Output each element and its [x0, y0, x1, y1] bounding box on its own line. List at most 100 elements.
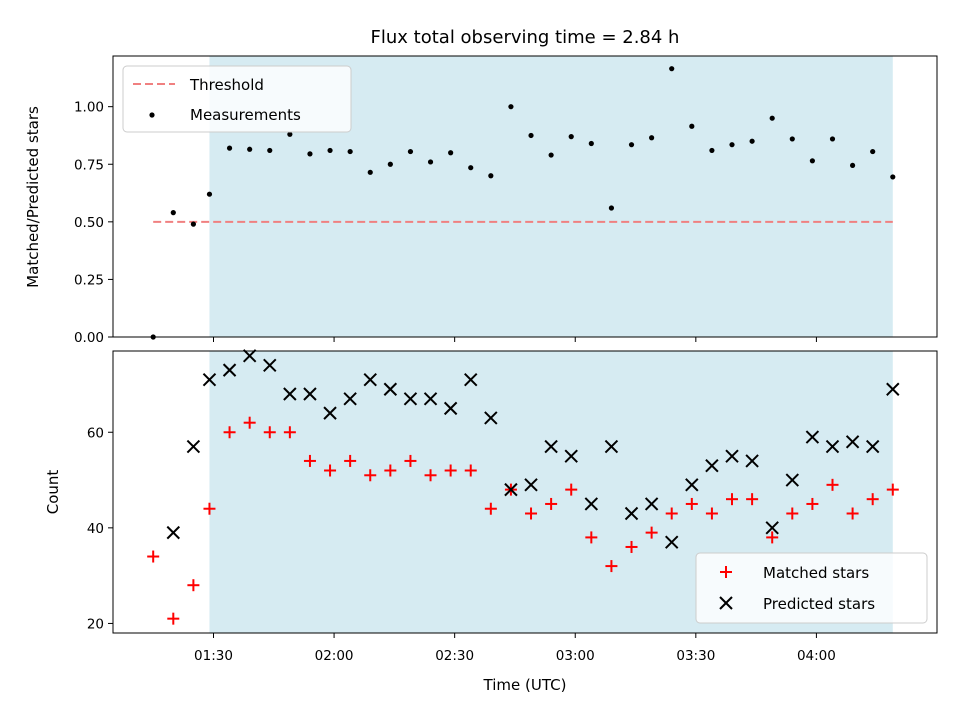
- measurement-point: [307, 151, 313, 157]
- measurement-point: [327, 147, 333, 154]
- matched-star-point: [424, 469, 437, 482]
- matched-star-point: [283, 426, 296, 439]
- matched-star-point: [404, 454, 417, 467]
- bottom-y-tick-label: 60: [87, 425, 104, 441]
- matched-star-point: [223, 426, 236, 439]
- top-y-tick-label: 0.25: [74, 272, 104, 288]
- measurement-point: [849, 162, 856, 169]
- measurement-point: [568, 134, 574, 140]
- legend-predicted-label: Predicted stars: [763, 595, 875, 613]
- measurement-point: [649, 135, 655, 141]
- measurement-point: [407, 148, 414, 155]
- top-legend-box: [122, 65, 352, 133]
- predicted-star-point: [845, 435, 860, 449]
- predicted-star-point: [202, 372, 217, 387]
- predicted-star-point: [805, 430, 820, 444]
- measurement-point: [347, 148, 353, 155]
- measurement-point: [890, 174, 896, 180]
- measurement-point: [709, 147, 715, 154]
- x-axis-label: Time (UTC): [483, 676, 567, 694]
- predicted-star-point: [403, 392, 418, 406]
- predicted-star-point: [423, 392, 438, 406]
- bottom-x-tick-label: 02:30: [435, 648, 474, 664]
- predicted-star-point: [886, 382, 900, 396]
- measurement-point: [729, 142, 735, 148]
- bottom-y-tick-label: 20: [87, 616, 104, 632]
- top-y-tick-label: 0.75: [74, 157, 104, 173]
- measurement-point: [226, 145, 233, 151]
- predicted-star-point: [242, 349, 257, 363]
- measurement-point: [588, 140, 594, 147]
- measurement-point: [508, 104, 514, 110]
- legend-matched-swatch: [720, 566, 732, 578]
- matched-star-point: [705, 507, 718, 520]
- matched-star-point: [846, 507, 859, 520]
- measurement-point: [749, 138, 755, 144]
- measurement-point: [206, 191, 213, 197]
- matched-star-point: [243, 416, 256, 429]
- measurement-point: [170, 210, 176, 216]
- matched-star-point: [625, 540, 638, 553]
- matched-star-point: [826, 478, 839, 491]
- measurement-point: [267, 147, 273, 154]
- matched-star-point: [167, 612, 180, 625]
- measurement-point: [287, 131, 293, 137]
- predicted-star-point: [484, 411, 498, 425]
- predicted-star-point: [624, 506, 639, 521]
- predicted-star-point: [363, 372, 377, 387]
- matched-star-point: [685, 497, 698, 510]
- matched-star-point: [645, 526, 658, 539]
- matched-star-point: [605, 560, 618, 573]
- bottom-axis-ticks: 20 40 60 01:30 02:00 02:30 03:00 03:30 04:00: [87, 425, 836, 664]
- measurement-point: [689, 123, 695, 129]
- measurement-point: [870, 148, 876, 155]
- legend-matched-label: Matched stars: [763, 564, 869, 582]
- matched-star-point: [665, 507, 678, 520]
- matched-star-point: [525, 507, 538, 520]
- measurement-point: [367, 169, 373, 175]
- matched-star-point: [806, 497, 819, 510]
- predicted-star-point: [504, 482, 518, 497]
- chart-title: Flux total observing time = 2.84 h: [371, 27, 680, 48]
- predicted-star-point: [166, 525, 180, 540]
- measurement-points: [150, 66, 896, 340]
- bottom-x-tick-label: 03:30: [676, 648, 715, 664]
- measurement-point: [789, 136, 795, 142]
- measurement-point: [488, 173, 494, 179]
- top-y-tick-label: 0.00: [74, 330, 104, 346]
- predicted-star-point: [443, 401, 458, 416]
- predicted-star-point: [604, 439, 619, 454]
- predicted-star-point: [705, 459, 719, 473]
- matched-star-point: [484, 502, 497, 515]
- measurement-point: [247, 146, 253, 152]
- predicted-star-point: [263, 358, 277, 373]
- matched-star-point: [303, 454, 316, 467]
- bottom-x-tick-label: 03:00: [556, 648, 595, 664]
- bottom-x-tick-label: 04:00: [797, 648, 836, 664]
- measurement-point: [387, 161, 393, 167]
- legend-predicted-swatch: [719, 596, 733, 610]
- matched-star-point: [364, 469, 377, 482]
- predicted-star-point: [685, 478, 699, 492]
- legend-measurements-swatch: [149, 112, 155, 118]
- measurement-point: [809, 158, 815, 164]
- bottom-x-tick-label: 02:00: [315, 648, 354, 664]
- count-points: [147, 349, 900, 625]
- predicted-star-point: [865, 439, 880, 454]
- top-panel: 0.00 0.25 0.50 0.75 1.00 Matched/Predicted s…: [24, 55, 938, 346]
- top-legend: Threshold Measurements: [122, 65, 352, 133]
- matched-star-point: [565, 483, 578, 496]
- matched-star-point: [726, 493, 739, 506]
- top-y-axis-label: Matched/Predicted stars: [24, 106, 42, 288]
- measurement-point: [669, 66, 675, 72]
- measurement-point: [190, 221, 196, 227]
- matched-star-point: [444, 464, 457, 477]
- bottom-legend-box: [695, 552, 928, 624]
- matched-star-point: [886, 483, 899, 496]
- matched-star-point: [746, 493, 759, 506]
- bottom-x-tick-label: 01:30: [194, 648, 233, 664]
- predicted-star-point: [383, 382, 398, 396]
- predicted-star-point: [665, 535, 679, 549]
- matched-star-point: [384, 464, 397, 477]
